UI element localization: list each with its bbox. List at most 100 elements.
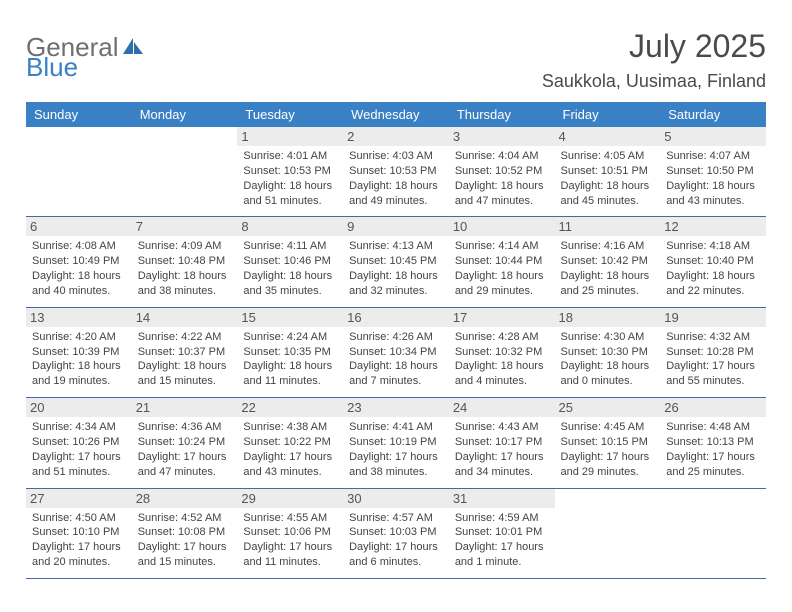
calendar-day-cell xyxy=(555,488,661,578)
day-info-line: Sunrise: 4:43 AM xyxy=(455,420,549,435)
day-info-line: Daylight: 17 hours xyxy=(32,540,126,555)
day-info-line: Daylight: 17 hours xyxy=(455,450,549,465)
calendar-day-cell xyxy=(660,488,766,578)
day-info-line: Daylight: 18 hours xyxy=(455,359,549,374)
day-info-line: and 7 minutes. xyxy=(349,374,443,389)
calendar-day-cell: 29Sunrise: 4:55 AMSunset: 10:06 PMDaylig… xyxy=(237,488,343,578)
day-info: Sunrise: 4:43 AMSunset: 10:17 PMDaylight… xyxy=(455,420,549,479)
calendar-week-row: 6Sunrise: 4:08 AMSunset: 10:49 PMDayligh… xyxy=(26,217,766,307)
day-info-line: Sunset: 10:13 PM xyxy=(666,435,760,450)
day-info: Sunrise: 4:57 AMSunset: 10:03 PMDaylight… xyxy=(349,511,443,570)
day-info-line: Sunrise: 4:11 AM xyxy=(243,239,337,254)
day-info-line: and 1 minute. xyxy=(455,555,549,570)
day-info-line: and 40 minutes. xyxy=(32,284,126,299)
day-info-line: Sunrise: 4:16 AM xyxy=(561,239,655,254)
day-info-line: Sunrise: 4:55 AM xyxy=(243,511,337,526)
calendar-page: General Blue July 2025 Saukkola, Uusimaa… xyxy=(0,0,792,599)
day-info-line: and 55 minutes. xyxy=(666,374,760,389)
title-block: July 2025 Saukkola, Uusimaa, Finland xyxy=(542,28,766,92)
day-info: Sunrise: 4:11 AMSunset: 10:46 PMDaylight… xyxy=(243,239,337,298)
day-number: 13 xyxy=(26,308,132,327)
day-info-line: Daylight: 17 hours xyxy=(138,450,232,465)
day-info-line: Sunset: 10:50 PM xyxy=(666,164,760,179)
day-info: Sunrise: 4:26 AMSunset: 10:34 PMDaylight… xyxy=(349,330,443,389)
day-info-line: and 45 minutes. xyxy=(561,194,655,209)
calendar-day-cell: 17Sunrise: 4:28 AMSunset: 10:32 PMDaylig… xyxy=(449,307,555,397)
calendar-day-cell: 19Sunrise: 4:32 AMSunset: 10:28 PMDaylig… xyxy=(660,307,766,397)
day-info-line: Daylight: 17 hours xyxy=(32,450,126,465)
day-info-line: Sunset: 10:19 PM xyxy=(349,435,443,450)
day-number: 31 xyxy=(449,489,555,508)
calendar-week-row: 20Sunrise: 4:34 AMSunset: 10:26 PMDaylig… xyxy=(26,398,766,488)
day-info-line: Sunset: 10:51 PM xyxy=(561,164,655,179)
day-info-line: Daylight: 18 hours xyxy=(32,269,126,284)
brand-part2: Blue xyxy=(26,52,78,82)
day-number: 10 xyxy=(449,217,555,236)
day-number: 27 xyxy=(26,489,132,508)
day-info: Sunrise: 4:13 AMSunset: 10:45 PMDaylight… xyxy=(349,239,443,298)
calendar-week-row: 27 Sunrise: 4:50 AMSunset: 10:10 PMDaylig… xyxy=(26,488,766,578)
day-info-line: and 11 minutes. xyxy=(243,555,337,570)
calendar-day-cell: 22Sunrise: 4:38 AMSunset: 10:22 PMDaylig… xyxy=(237,398,343,488)
day-info-line: and 34 minutes. xyxy=(455,465,549,480)
day-info: Sunrise: 4:32 AMSunset: 10:28 PMDaylight… xyxy=(666,330,760,389)
day-number: 2 xyxy=(343,127,449,146)
day-info-line: and 29 minutes. xyxy=(455,284,549,299)
day-info-line: Daylight: 18 hours xyxy=(243,359,337,374)
day-info-line: Daylight: 17 hours xyxy=(349,540,443,555)
day-info-line: Sunrise: 4:04 AM xyxy=(455,149,549,164)
calendar-day-cell: 28Sunrise: 4:52 AMSunset: 10:08 PMDaylig… xyxy=(132,488,238,578)
day-info-line: Sunset: 10:46 PM xyxy=(243,254,337,269)
day-number: 28 xyxy=(132,489,238,508)
day-info-line: and 47 minutes. xyxy=(455,194,549,209)
day-info-line: Daylight: 18 hours xyxy=(243,269,337,284)
day-info: Sunrise: 4:38 AMSunset: 10:22 PMDaylight… xyxy=(243,420,337,479)
day-info: Sunrise: 4:50 AMSunset: 10:10 PMDaylight… xyxy=(32,511,126,570)
day-info-line: Sunrise: 4:07 AM xyxy=(666,149,760,164)
day-info-line: Sunrise: 4:32 AM xyxy=(666,330,760,345)
day-info: Sunrise: 4:05 AMSunset: 10:51 PMDaylight… xyxy=(561,149,655,208)
weekday-header: Friday xyxy=(555,102,661,127)
day-info-line: Daylight: 18 hours xyxy=(243,179,337,194)
day-info: Sunrise: 4:20 AMSunset: 10:39 PMDaylight… xyxy=(32,330,126,389)
day-number: 21 xyxy=(132,398,238,417)
day-number: 23 xyxy=(343,398,449,417)
day-info-line: and 38 minutes. xyxy=(138,284,232,299)
calendar-day-cell: 21Sunrise: 4:36 AMSunset: 10:24 PMDaylig… xyxy=(132,398,238,488)
day-info-line: Sunrise: 4:57 AM xyxy=(349,511,443,526)
day-info-line: Sunrise: 4:52 AM xyxy=(138,511,232,526)
calendar-day-cell xyxy=(26,127,132,217)
calendar-day-cell: 18 Sunrise: 4:30 AMSunset: 10:30 PMDaylig… xyxy=(555,307,661,397)
day-info-line: Daylight: 17 hours xyxy=(243,540,337,555)
calendar-day-cell: 4 Sunrise: 4:05 AMSunset: 10:51 PMDayligh… xyxy=(555,127,661,217)
calendar-day-cell: 8Sunrise: 4:11 AMSunset: 10:46 PMDayligh… xyxy=(237,217,343,307)
day-info: Sunrise: 4:09 AMSunset: 10:48 PMDaylight… xyxy=(138,239,232,298)
day-info-line: Sunset: 10:28 PM xyxy=(666,345,760,360)
location-text: Saukkola, Uusimaa, Finland xyxy=(542,71,766,92)
day-info-line: Sunrise: 4:03 AM xyxy=(349,149,443,164)
day-info-line: Sunrise: 4:08 AM xyxy=(32,239,126,254)
day-number: 4 xyxy=(555,127,661,146)
calendar-day-cell: 11Sunrise: 4:16 AMSunset: 10:42 PMDaylig… xyxy=(555,217,661,307)
calendar-body: 1Sunrise: 4:01 AMSunset: 10:53 PMDayligh… xyxy=(26,127,766,578)
day-number: 17 xyxy=(449,308,555,327)
day-info: Sunrise: 4:48 AMSunset: 10:13 PMDaylight… xyxy=(666,420,760,479)
day-info: Sunrise: 4:30 AMSunset: 10:30 PMDaylight… xyxy=(561,330,655,389)
day-number: 12 xyxy=(660,217,766,236)
day-number: 15 xyxy=(237,308,343,327)
calendar-day-cell: 26Sunrise: 4:48 AMSunset: 10:13 PMDaylig… xyxy=(660,398,766,488)
day-number: 18 xyxy=(555,308,661,327)
calendar-day-cell: 25Sunrise: 4:45 AMSunset: 10:15 PMDaylig… xyxy=(555,398,661,488)
day-info: Sunrise: 4:41 AMSunset: 10:19 PMDaylight… xyxy=(349,420,443,479)
day-info-line: Sunset: 10:03 PM xyxy=(349,525,443,540)
day-info-line: Sunrise: 4:50 AM xyxy=(32,511,126,526)
day-info-line: Sunset: 10:53 PM xyxy=(349,164,443,179)
day-info-line: Daylight: 18 hours xyxy=(349,269,443,284)
day-info-line: Sunrise: 4:14 AM xyxy=(455,239,549,254)
weekday-header: Saturday xyxy=(660,102,766,127)
day-info: Sunrise: 4:45 AMSunset: 10:15 PMDaylight… xyxy=(561,420,655,479)
day-number: 16 xyxy=(343,308,449,327)
day-info-line: Sunrise: 4:13 AM xyxy=(349,239,443,254)
day-info-line: and 38 minutes. xyxy=(349,465,443,480)
day-info-line: and 32 minutes. xyxy=(349,284,443,299)
